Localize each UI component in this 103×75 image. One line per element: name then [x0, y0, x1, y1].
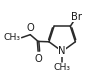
Text: CH₃: CH₃: [54, 63, 71, 72]
Text: CH₃: CH₃: [4, 33, 21, 42]
Text: Br: Br: [71, 12, 82, 22]
Text: O: O: [35, 54, 43, 64]
Text: O: O: [26, 23, 34, 33]
Text: N: N: [58, 46, 66, 56]
